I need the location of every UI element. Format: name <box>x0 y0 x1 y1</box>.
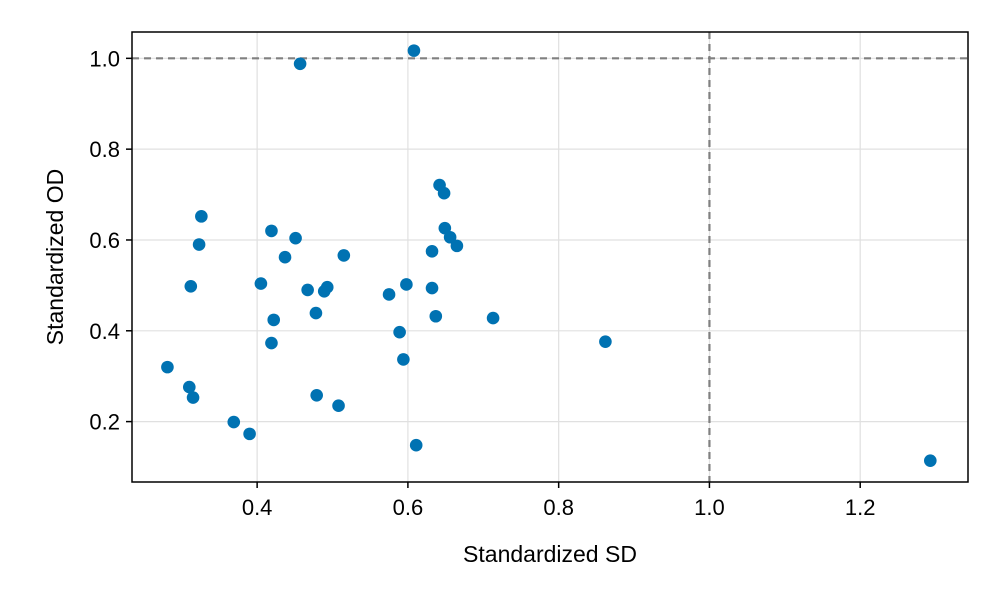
data-point <box>184 279 198 293</box>
data-point <box>382 288 396 301</box>
data-point <box>317 284 331 298</box>
y-tick-label: 0.6 <box>89 228 120 253</box>
data-point <box>409 438 423 452</box>
reference-lines <box>132 32 968 482</box>
data-point <box>309 306 323 320</box>
data-point <box>437 186 451 200</box>
data-point <box>182 380 196 394</box>
data-point <box>278 250 292 264</box>
data-point <box>429 309 443 323</box>
data-point <box>195 210 208 223</box>
data-point <box>393 325 406 339</box>
data-point <box>397 353 410 366</box>
data-point <box>265 336 278 350</box>
data-point <box>443 230 457 244</box>
data-point <box>293 57 307 71</box>
data-point <box>924 454 937 467</box>
x-axis-label: Standardized SD <box>463 541 637 567</box>
data-point <box>400 278 413 291</box>
y-tick-label: 0.8 <box>89 137 120 162</box>
data-point <box>438 221 452 235</box>
data-point <box>450 239 464 253</box>
y-axis-label: Standardized OD <box>42 169 68 345</box>
data-point <box>227 415 241 429</box>
data-point <box>425 281 439 295</box>
data-point <box>337 249 351 262</box>
plot-frame <box>131 31 969 483</box>
data-point <box>289 231 302 245</box>
y-tick-label: 0.2 <box>89 410 120 435</box>
data-point <box>192 238 206 251</box>
x-tick-label: 0.6 <box>393 495 424 520</box>
y-axis-ticks: 0.2 0.4 0.6 0.8 1.0 <box>89 46 132 435</box>
x-tick-label: 1.0 <box>694 495 725 520</box>
y-tick-label: 1.0 <box>89 46 120 71</box>
data-point <box>267 313 281 327</box>
data-point <box>332 399 345 413</box>
data-points <box>161 44 937 467</box>
x-axis-ticks: 0.4 0.6 0.8 1.0 1.2 <box>242 482 876 520</box>
data-point <box>243 427 256 441</box>
data-point <box>186 391 200 404</box>
data-point <box>407 44 421 57</box>
data-point <box>265 224 278 238</box>
data-point <box>254 277 268 290</box>
x-tick-label: 0.4 <box>242 495 273 520</box>
data-point <box>161 360 174 374</box>
data-point <box>486 311 500 325</box>
y-tick-label: 0.4 <box>89 319 120 344</box>
data-point <box>301 283 314 297</box>
data-point <box>599 335 612 348</box>
data-point <box>310 388 323 402</box>
x-tick-label: 0.8 <box>543 495 574 520</box>
x-tick-label: 1.2 <box>845 495 876 520</box>
grid-lines <box>132 32 968 482</box>
data-point <box>425 245 439 258</box>
